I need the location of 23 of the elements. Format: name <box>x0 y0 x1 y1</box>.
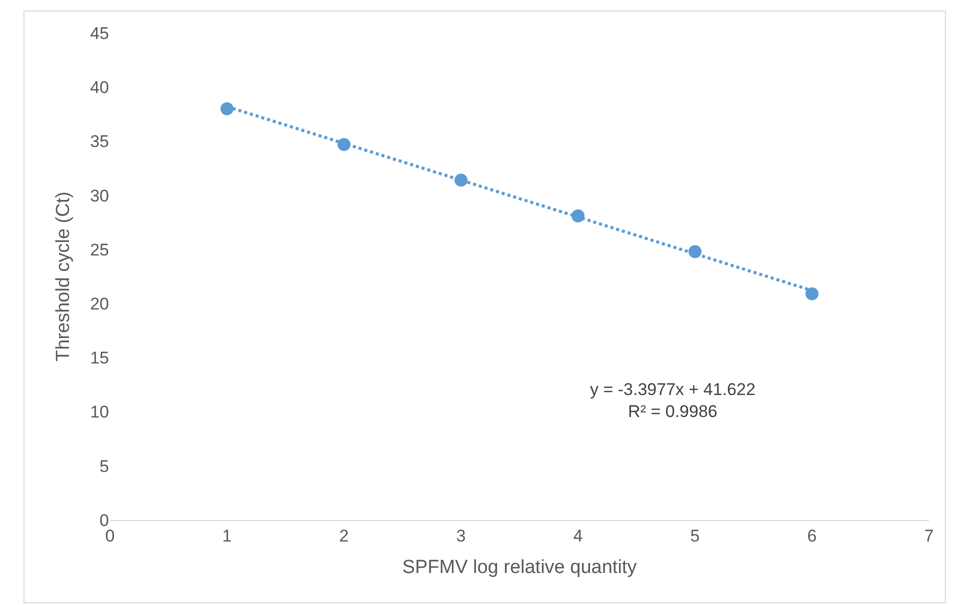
y-tick-label: 20 <box>90 294 109 314</box>
x-tick-label: 4 <box>573 526 583 546</box>
y-tick-label: 45 <box>90 24 109 43</box>
x-tick-label: 2 <box>339 526 349 546</box>
x-tick-label: 3 <box>456 526 466 546</box>
y-axis-title: Threshold cycle (Ct) <box>52 192 74 362</box>
point <box>220 102 234 116</box>
y-tick-label: 30 <box>90 186 109 206</box>
annotation: y = -3.3977x + 41.622 <box>590 380 756 399</box>
y-tick-label: 0 <box>100 510 109 530</box>
y-tick-label: 40 <box>90 78 109 98</box>
y-tick-label: 35 <box>90 132 109 152</box>
x-tick-label: 7 <box>924 526 934 546</box>
x-axis-title: SPFMV log relative quantity <box>402 557 638 578</box>
x-tick-label: 1 <box>222 526 232 546</box>
x-tick-label: 5 <box>690 526 700 546</box>
y-tick-label: 25 <box>90 240 109 260</box>
annotation: R² = 0.9986 <box>628 402 718 422</box>
point <box>806 287 818 300</box>
y-tick-label: 15 <box>90 348 109 368</box>
x-tick-label: 6 <box>807 526 817 546</box>
y-tick-label: 10 <box>90 402 109 422</box>
y-tick-label: 5 <box>100 456 109 476</box>
